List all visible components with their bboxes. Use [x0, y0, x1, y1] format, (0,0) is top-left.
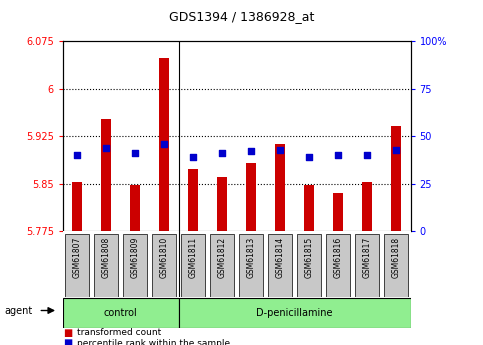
- FancyBboxPatch shape: [268, 235, 292, 297]
- Bar: [159, 58, 170, 231]
- Bar: [246, 163, 256, 231]
- Text: GSM61809: GSM61809: [131, 236, 140, 278]
- Point: [189, 154, 197, 160]
- Bar: [304, 185, 314, 231]
- Point: [276, 147, 284, 152]
- Bar: [72, 183, 82, 231]
- Point: [218, 150, 226, 156]
- Text: transformed count: transformed count: [77, 328, 161, 337]
- Point: [73, 152, 81, 158]
- Text: GSM61808: GSM61808: [102, 236, 111, 278]
- FancyBboxPatch shape: [384, 235, 408, 297]
- Bar: [391, 126, 401, 231]
- Text: GSM61807: GSM61807: [73, 236, 82, 278]
- Text: agent: agent: [5, 306, 33, 315]
- Text: control: control: [104, 308, 138, 318]
- Point: [334, 152, 342, 158]
- Bar: [333, 193, 343, 231]
- FancyBboxPatch shape: [179, 298, 411, 328]
- Text: GSM61818: GSM61818: [392, 236, 400, 277]
- Point: [131, 150, 139, 156]
- Text: GSM61810: GSM61810: [160, 236, 169, 278]
- FancyBboxPatch shape: [355, 235, 379, 297]
- Text: GSM61813: GSM61813: [247, 236, 256, 278]
- FancyBboxPatch shape: [152, 235, 176, 297]
- FancyBboxPatch shape: [123, 235, 147, 297]
- Text: GSM61812: GSM61812: [218, 236, 227, 277]
- Point: [160, 141, 168, 147]
- Bar: [130, 185, 141, 231]
- Bar: [188, 169, 199, 231]
- Text: percentile rank within the sample: percentile rank within the sample: [77, 339, 230, 345]
- Point: [247, 149, 255, 154]
- FancyBboxPatch shape: [210, 235, 234, 297]
- Text: ■: ■: [63, 328, 72, 337]
- Bar: [217, 177, 227, 231]
- FancyBboxPatch shape: [326, 235, 350, 297]
- Bar: [362, 182, 372, 231]
- FancyBboxPatch shape: [297, 235, 321, 297]
- Point: [102, 145, 110, 150]
- Text: GSM61811: GSM61811: [189, 236, 198, 277]
- FancyBboxPatch shape: [239, 235, 263, 297]
- Bar: [275, 145, 285, 231]
- Text: GSM61817: GSM61817: [363, 236, 371, 278]
- FancyBboxPatch shape: [181, 235, 205, 297]
- Text: GSM61814: GSM61814: [276, 236, 284, 278]
- Point: [305, 154, 313, 160]
- FancyBboxPatch shape: [65, 235, 89, 297]
- FancyBboxPatch shape: [63, 298, 179, 328]
- Text: ■: ■: [63, 338, 72, 345]
- Bar: [101, 119, 112, 231]
- Text: GSM61815: GSM61815: [305, 236, 313, 278]
- Point: [392, 147, 400, 152]
- Text: GSM61816: GSM61816: [334, 236, 342, 278]
- Text: GDS1394 / 1386928_at: GDS1394 / 1386928_at: [169, 10, 314, 23]
- Point: [363, 152, 371, 158]
- Text: D-penicillamine: D-penicillamine: [256, 308, 333, 318]
- FancyBboxPatch shape: [94, 235, 118, 297]
